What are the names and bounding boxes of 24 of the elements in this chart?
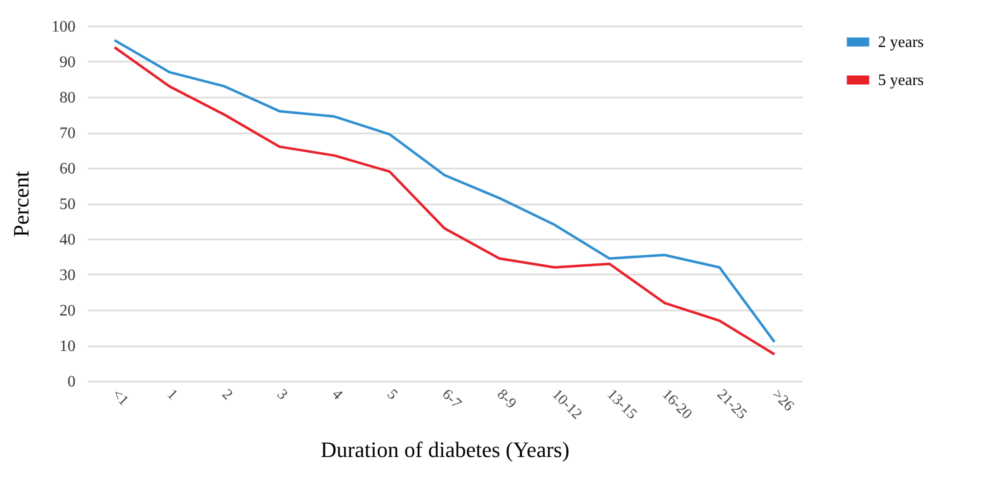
y-tick-label: 0 — [68, 374, 76, 390]
x-tick-label: <1 — [108, 386, 132, 410]
x-tick-label: 5 — [384, 386, 400, 404]
legend-label: 5 years — [878, 72, 924, 89]
y-tick-label: 80 — [60, 90, 76, 106]
x-tick-label: 1 — [164, 386, 180, 404]
x-tick-label: 8-9 — [494, 386, 520, 412]
y-tick-label: 50 — [60, 196, 76, 213]
x-tick-label: 2 — [218, 386, 236, 404]
y-axis-title: Percent — [8, 171, 34, 237]
legend-label: 2 years — [878, 34, 924, 51]
y-tick-label: 20 — [60, 302, 76, 320]
x-tick-label: 3 — [274, 386, 290, 404]
x-tick-label: 4 — [328, 386, 346, 404]
x-tick-label: 6-7 — [438, 386, 464, 412]
y-tick-label: 70 — [60, 125, 76, 142]
y-tick-label: 40 — [60, 232, 76, 248]
y-tick-label: 60 — [60, 160, 76, 178]
x-axis-title: Duration of diabetes (Years) — [320, 436, 570, 462]
x-tick-label: >26 — [768, 386, 797, 415]
y-tick-label: 90 — [60, 54, 76, 71]
y-tick-label: 30 — [60, 267, 76, 284]
y-tick-label: 100 — [52, 18, 76, 36]
y-tick-label: 10 — [60, 338, 76, 355]
